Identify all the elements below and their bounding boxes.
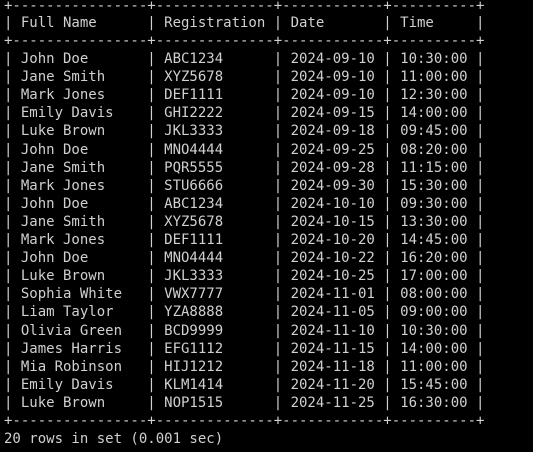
table-row: | Luke Brown | NOP1515 | 2024-11-25 | 16… [4, 394, 485, 411]
table-header: | Full Name | Registration | Date | Time… [4, 15, 485, 31]
table-border-header: +----------------+--------------+-------… [4, 33, 485, 49]
table-row: | Mia Robinson | HIJ1212 | 2024-11-18 | … [4, 358, 485, 375]
table-row: | Luke Brown | JKL3333 | 2024-09-18 | 09… [4, 123, 485, 140]
table-row: | Sophia White | VWX7777 | 2024-11-01 | … [4, 286, 485, 303]
query-status-text: 20 rows in set (0.001 sec) [4, 431, 224, 447]
table-row: | Emily Davis | KLM1414 | 2024-11-20 | 1… [4, 376, 485, 393]
table-row: | James Harris | EFG1112 | 2024-11-15 | … [4, 340, 485, 357]
table-row: | Luke Brown | JKL3333 | 2024-10-25 | 17… [4, 268, 485, 285]
table-border-bottom: +----------------+--------------+-------… [4, 413, 485, 429]
table-row: | Emily Davis | GHI2222 | 2024-09-15 | 1… [4, 105, 485, 122]
table-row: | Olivia Green | BCD9999 | 2024-11-10 | … [4, 322, 485, 339]
table-row: | John Doe | MNO4444 | 2024-09-25 | 08:2… [4, 141, 485, 158]
table-row: | John Doe | ABC1234 | 2024-09-10 | 10:3… [4, 51, 485, 67]
table-row: | John Doe | ABC1234 | 2024-10-10 | 09:3… [4, 195, 485, 212]
table-row: | Mark Jones | DEF1111 | 2024-10-20 | 14… [4, 232, 485, 248]
table-row: | Jane Smith | PQR5555 | 2024-09-28 | 11… [4, 159, 485, 176]
table-row: | Mark Jones | DEF1111 | 2024-09-10 | 12… [4, 87, 485, 104]
table-row: | Jane Smith | XYZ5678 | 2024-10-15 | 13… [4, 213, 485, 230]
table-row: | Liam Taylor | YZA8888 | 2024-11-05 | 0… [4, 304, 485, 321]
table-border-top: +----------------+--------------+-------… [4, 0, 485, 14]
table-row: | Jane Smith | XYZ5678 | 2024-09-10 | 11… [4, 69, 485, 86]
table-row: | John Doe | MNO4444 | 2024-10-22 | 16:2… [4, 250, 485, 267]
table-row: | Mark Jones | STU6666 | 2024-09-30 | 15… [4, 177, 485, 194]
